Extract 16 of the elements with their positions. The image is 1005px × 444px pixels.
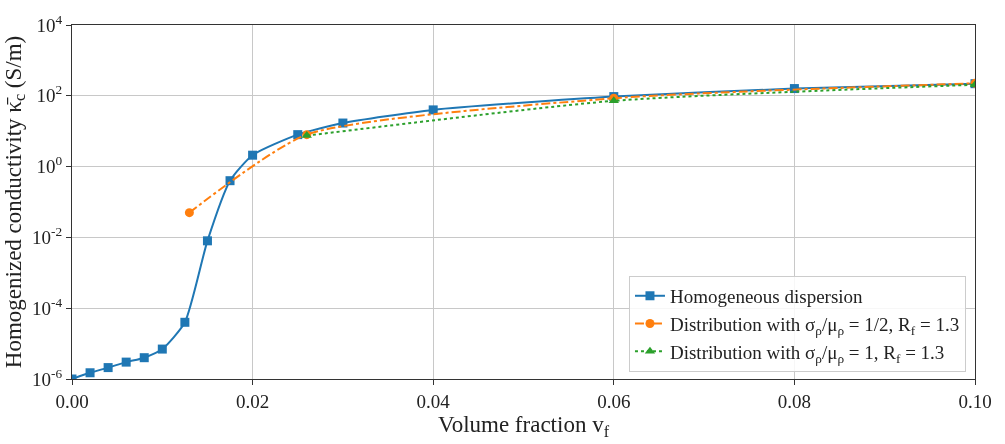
x-axis-title: Volume fraction v$_{f}$ [437, 411, 610, 440]
y-tick-label: 10$^{0}$ [36, 153, 63, 178]
legend-label: Distribution with σ$_{ρ}$/μ$_{ρ}$ = 1, R$_{f}$ = 1.3 [669, 341, 945, 366]
x-tick-label: 0.10 [958, 390, 992, 412]
x-tick-label: 0.04 [416, 390, 451, 412]
x-tick-label: 0.00 [55, 390, 89, 412]
legend-label: Distribution with σ$_{ρ}$/μ$_{ρ}$ = 1/2, R$_{f}$ = 1.3 [669, 313, 960, 338]
y-tick-label: 10$^{-2}$ [32, 224, 63, 249]
y-tick-label: 10$^{4}$ [36, 11, 63, 36]
y-tick-label: 10$^{2}$ [36, 82, 63, 107]
x-tick-label: 0.08 [777, 390, 812, 412]
x-tick-label: 0.02 [235, 390, 270, 412]
y-tick-label: 10$^{-6}$ [32, 365, 63, 390]
legend-label: Homogeneous dispersion [669, 286, 864, 308]
x-tick-label: 0.06 [597, 390, 631, 412]
y-tick-label: 10$^{-4}$ [32, 294, 63, 319]
